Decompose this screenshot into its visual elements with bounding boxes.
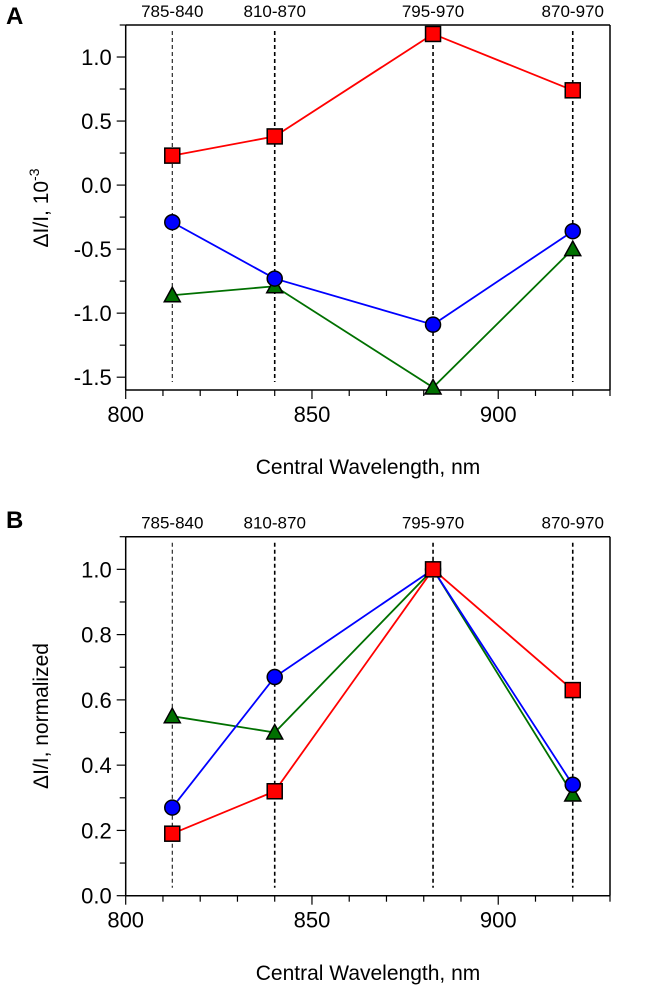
y-tick-label: 0.8 <box>81 623 112 648</box>
green-triangles-point <box>423 377 443 395</box>
y-tick-label: 0.6 <box>81 688 112 713</box>
x-tick-label: 900 <box>480 402 517 427</box>
red-squares-point <box>564 681 581 699</box>
y-tick-label: 1.0 <box>81 45 112 70</box>
red-squares-point <box>424 25 442 43</box>
x-tick-label: 900 <box>480 908 517 933</box>
x-tick-label: 800 <box>107 908 144 933</box>
band-label: 785-840 <box>141 2 203 21</box>
green-triangles-point <box>265 722 284 740</box>
green-triangles-point <box>162 285 182 303</box>
band-label: 870-970 <box>542 514 604 533</box>
band-label: 785-840 <box>141 514 203 533</box>
y-tick-label: 0.2 <box>81 818 112 843</box>
blue-circles-point <box>266 668 283 686</box>
red-squares-point <box>266 128 283 145</box>
red-squares-point <box>266 783 283 800</box>
blue-circles-point <box>164 799 181 816</box>
y-tick-label: 0.5 <box>81 109 112 134</box>
y-tick-label: 1.0 <box>81 557 112 582</box>
panel-label-b: B <box>6 507 23 534</box>
y-axis-label-a-exponent: -3 <box>26 168 42 181</box>
y-axis-label-b: ΔI/I, normalized <box>30 643 53 789</box>
y-tick-label: 0.0 <box>81 173 112 198</box>
blue-circles-point <box>164 213 181 231</box>
panel-label-a: A <box>6 3 23 30</box>
x-axis-label-a: Central Wavelength, nm <box>256 456 481 479</box>
blue-circles-point <box>564 776 581 793</box>
red-squares-point <box>164 825 181 842</box>
panel-b: B Central Wavelength, nm ΔI/I, normalize… <box>6 507 611 985</box>
y-tick-label: -1.5 <box>74 365 112 390</box>
green-triangles-point <box>162 706 182 724</box>
x-tick-label: 800 <box>107 402 144 427</box>
red-squares-point <box>564 82 581 99</box>
y-axis-label-a-text: ΔI/I, 10 <box>30 181 53 248</box>
x-axis-label-b: Central Wavelength, nm <box>256 962 481 985</box>
band-label: 795-970 <box>402 2 464 21</box>
y-tick-label: 0.4 <box>81 753 112 778</box>
blue-circles-line <box>171 568 574 809</box>
green-triangles-line <box>172 248 574 389</box>
green-triangles-point <box>563 784 583 802</box>
y-tick-label: 0.0 <box>81 884 112 909</box>
blue-circles-point <box>564 222 581 240</box>
red-squares-line <box>171 568 574 835</box>
band-label: 810-870 <box>244 2 306 21</box>
y-axis-label-a: ΔI/I, 10-3 <box>26 168 53 247</box>
red-squares-point <box>164 147 181 164</box>
y-tick-label: -0.5 <box>74 237 112 262</box>
blue-circles-point <box>266 270 283 287</box>
green-triangles-point <box>563 239 583 257</box>
blue-circles-line <box>171 221 574 326</box>
green-triangles-line <box>172 567 574 796</box>
band-label: 870-970 <box>542 2 604 21</box>
panel-a: A Central Wavelength, nm ΔI/I, 10-3 785-… <box>6 2 611 479</box>
x-tick-label: 850 <box>294 908 331 933</box>
blue-circles-point <box>424 316 442 333</box>
band-label: 795-970 <box>402 514 464 533</box>
red-squares-line <box>172 32 574 157</box>
y-tick-label: -1.0 <box>74 301 112 326</box>
band-label: 810-870 <box>244 514 306 533</box>
x-tick-label: 850 <box>294 402 331 427</box>
red-squares-point <box>424 561 442 578</box>
